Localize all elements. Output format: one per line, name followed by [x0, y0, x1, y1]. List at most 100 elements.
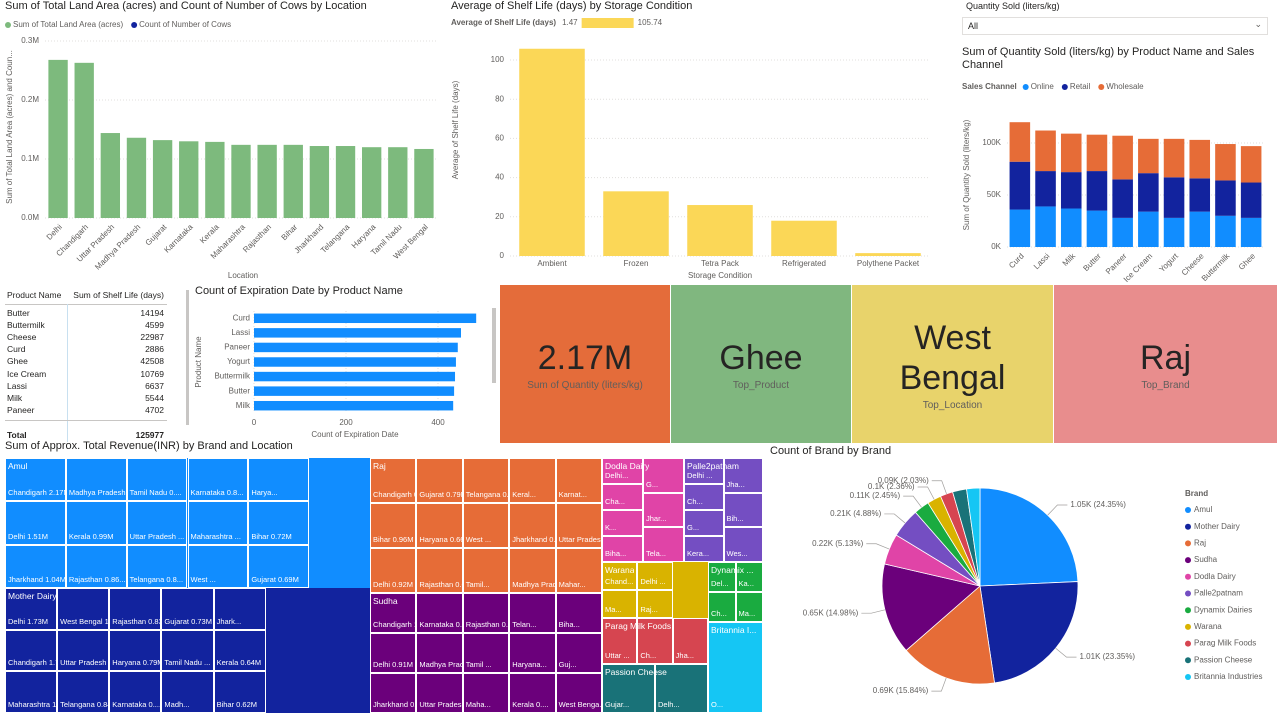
bar — [603, 191, 669, 256]
treemap-cell: Jhark... — [213, 588, 266, 630]
treemap-cell-label: Keral... — [512, 490, 536, 499]
treemap-cell: Bihar 0.96M — [370, 503, 417, 548]
treemap-cell: Chandigarh 1.11M — [370, 593, 417, 633]
legend-label: Retail — [1070, 82, 1091, 91]
x-tick-label: Kerala — [198, 222, 221, 245]
legend-swatch — [1061, 84, 1068, 90]
y-tick-label: 40 — [495, 173, 504, 182]
treemap-cell-label: Haryana 0.66M — [419, 535, 461, 544]
chevron: ⌄ — [1254, 19, 1262, 29]
treemap-cell-label: Ma... — [605, 605, 622, 614]
y-tick-label: 0 — [500, 251, 505, 260]
treemap-cell: Delhi ... — [684, 458, 724, 484]
y-tick-label: Yogurt — [227, 357, 251, 366]
bar-segment — [1163, 177, 1185, 218]
bar-segment — [283, 144, 303, 218]
y-tick-label: 0.3M — [21, 36, 39, 45]
card-value: Raj — [1139, 338, 1192, 377]
slicer-title: Quantity Sold (liters/kg) — [966, 1, 1060, 11]
treemap-cell-label: Delhi 0.92M — [373, 580, 414, 589]
bar-segment — [1138, 173, 1159, 212]
treemap-group: Chand... Ma... Delhi ... Raj... Warana — [602, 562, 708, 618]
treemap-cell-label: Ch... — [640, 651, 657, 660]
treemap-group: Chandigarh 0.9... Bihar 0.96M Delhi 0.92M G… — [370, 458, 602, 593]
treemap-cell-label: Madhya Prad... — [419, 660, 461, 669]
chart-title: Count of Expiration Date by Product Name — [195, 285, 403, 297]
treemap-cell-label: Rajasthan 0.5... — [465, 620, 508, 629]
treemap-cell-label: Maha... — [465, 700, 491, 709]
card-label: Top_Product — [732, 379, 790, 391]
y-axis-title: Sum of Total Land Area (acres) and Coun.… — [5, 50, 14, 204]
x-tick-label: Frozen — [624, 259, 649, 268]
treemap-cell: Kerala 0.99M — [65, 501, 127, 545]
legend-label: Warana — [1194, 622, 1222, 631]
table-cell: 10769 — [140, 368, 164, 379]
card-body: West Bengal Top_Location — [852, 285, 1053, 443]
table-cell: 14194 — [140, 308, 164, 318]
x-tick-label: Delhi — [45, 222, 64, 241]
card-body: 2.17M Sum of Quantity (liters/kg) — [500, 285, 670, 443]
treemap-cell-label: Jhar... — [646, 514, 667, 524]
legend-label: Sum of Total Land Area (acres) — [13, 20, 123, 29]
table-cell: Buttermilk — [7, 320, 45, 331]
table-cell: 4702 — [145, 404, 164, 415]
legend-label: Dynamix Dairies — [1194, 605, 1252, 614]
pie-slice — [966, 487, 981, 587]
bar-segment — [1215, 215, 1236, 247]
treemap-cell-label: Telangana 0.8... — [129, 574, 184, 584]
legend-swatch — [1185, 557, 1191, 564]
card-label: Top_Location — [922, 399, 983, 411]
bar-segment — [335, 146, 356, 218]
treemap-cell-label: Tamil Nadu 0.... — [129, 488, 182, 498]
x-tick-label: Madhya Pradesh — [93, 223, 142, 272]
treemap-cell-label: Telangana 0.84... — [60, 699, 108, 709]
treemap-cell: Uttar ... — [602, 618, 638, 664]
treemap-cell-label: Harya... — [251, 488, 278, 498]
bar-segment — [1009, 209, 1031, 247]
x-tick-label: Lassi — [1032, 251, 1052, 271]
treemap-cell: Guj... — [555, 633, 602, 673]
bar — [254, 313, 477, 324]
legend-swatch — [1185, 657, 1191, 664]
treemap-cell-label: Maharashtra ... — [190, 531, 241, 541]
bar-segment — [48, 59, 68, 218]
bar-segment — [1112, 217, 1133, 247]
x-tick-label: Tetra Pack — [701, 259, 740, 268]
bar — [254, 328, 461, 338]
treemap-group: Delhi 1.73M Chandigarh 1.70M Maharashtra 1… — [5, 588, 370, 713]
treemap-cell: Bihar 0.72M — [248, 501, 310, 545]
y-axis-title: Average of Shelf Life (days) — [451, 80, 460, 179]
treemap-cell-label: Kerala 0.... — [512, 700, 549, 709]
data-label: 0.69K (15.84%) — [873, 686, 929, 695]
treemap-cell-label: G... — [687, 523, 700, 532]
scrollbar — [186, 290, 189, 425]
treemap-cell: Chandigarh 1.70M — [5, 629, 58, 672]
treemap-cell-label: Chandigarh 1.70M — [8, 658, 56, 668]
treemap-cell: West Benga... — [555, 673, 602, 713]
table-cell: 42508 — [140, 356, 164, 367]
scrollbar — [492, 308, 496, 383]
slicer-dropdown[interactable]: All ⌄ — [962, 17, 1268, 35]
treemap-cell: Rajasthan 0.5... — [462, 593, 510, 633]
data-label: 1.05K (24.35%) — [1070, 500, 1126, 509]
treemap-cell-label: Cha... — [605, 497, 626, 506]
treemap-cell-label: Wes... — [726, 548, 748, 558]
bar-segment — [1086, 210, 1108, 247]
x-tick-label: Yogurt — [1157, 251, 1180, 274]
x-axis-title: Count of Expiration Date — [311, 430, 399, 439]
treemap-cell-label: Chand... — [605, 577, 634, 586]
treemap-cell-label: Bih... — [726, 514, 744, 524]
treemap-cell: Bihar 0.62M — [213, 671, 266, 713]
treemap-cell: Uttar Pradesh ... — [126, 501, 188, 545]
treemap-cell: Bih... — [723, 492, 763, 528]
treemap-cell-label: Gujar... — [605, 700, 630, 709]
treemap-cell: Uttar Pradesh 0.98M — [57, 629, 110, 672]
treemap-cell: Madhya Prad... — [416, 633, 463, 673]
treemap-cell: Gujarat 0.79M — [416, 458, 463, 503]
x-tick-label: 200 — [339, 418, 353, 427]
treemap-cell-label: Karnataka 0.6... — [419, 620, 462, 629]
treemap-cell-label: Karnataka 0.8... — [190, 488, 244, 498]
bar-segment — [361, 147, 382, 218]
treemap-cell: Tamil ... — [462, 633, 510, 673]
treemap-cell-label: Delh... — [658, 700, 680, 709]
